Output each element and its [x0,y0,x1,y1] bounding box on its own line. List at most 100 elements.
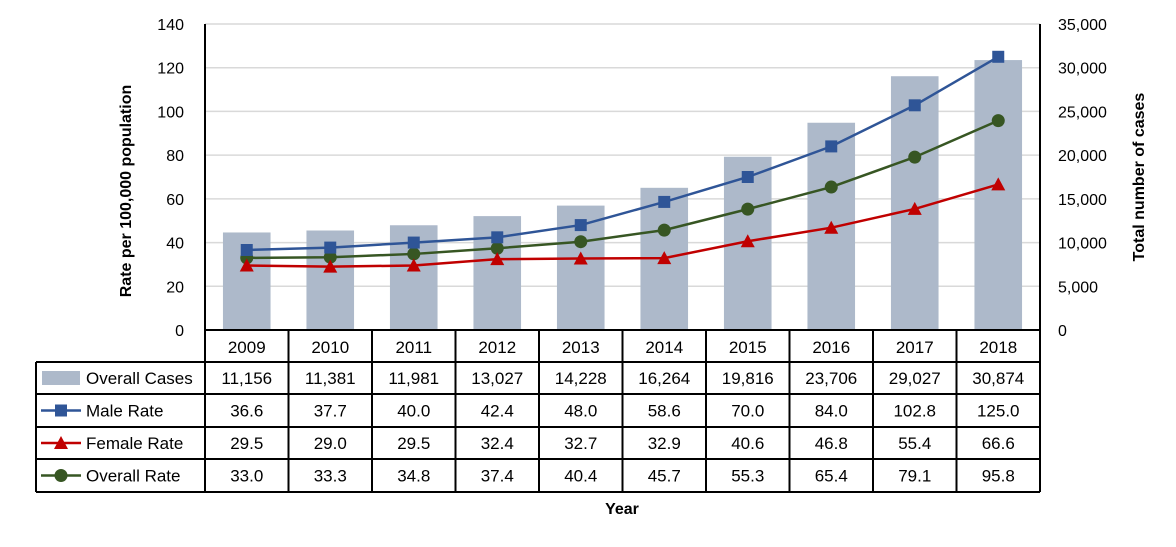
female-rate-point-2016 [824,220,839,234]
overall-rate-point-2012 [490,241,504,255]
male-rate-point-2017 [908,99,921,112]
x-axis-title: Year [605,501,639,518]
y-tick-label: 120 [157,61,184,78]
table-cell-overall-rate: 55.3 [731,467,764,486]
y2-tick-label: 5,000 [1058,279,1098,296]
table-cell-overall-rate: 34.8 [397,467,430,486]
x-tick-label: 2010 [311,338,349,357]
table-cell-overall-rate: 95.8 [982,467,1015,486]
y-tick-label: 40 [166,236,184,253]
x-tick-label: 2013 [562,338,600,357]
table-cell-overall-rate: 37.4 [481,467,514,486]
table-cell-female-rate: 32.7 [564,434,597,453]
table-cell-female-rate: 66.6 [982,434,1015,453]
table-cell-female-rate: 29.0 [314,434,347,453]
female-rate-point-2009 [239,258,254,272]
table-cell-female-rate: 29.5 [230,434,263,453]
x-tick-label: 2016 [812,338,850,357]
table-cell-overall-cases: 14,228 [555,369,607,388]
table-cell-overall-rate: 33.0 [230,467,263,486]
y2-tick-label: 0 [1058,323,1067,340]
table-cell-male-rate: 125.0 [977,402,1020,421]
legend-label-overall-rate: Overall Rate [86,467,180,486]
legend-label-female-rate: Female Rate [86,434,183,453]
table-cell-overall-cases: 11,981 [388,369,439,388]
rate-lines [239,50,1006,273]
table-cell-overall-cases: 19,816 [722,369,774,388]
table-cell-male-rate: 84.0 [815,402,848,421]
table-cell-female-rate: 32.9 [648,434,681,453]
legend-marker-male-rate [55,404,67,417]
table-cell-male-rate: 48.0 [564,402,597,421]
y2-tick-label: 10,000 [1058,236,1107,253]
overall-rate-line [246,119,999,260]
y-tick-label: 0 [175,323,184,340]
y2-tick-label: 35,000 [1058,17,1107,34]
data-table: 2009 2010 2011 2012 2013 2014 2015 2016 2017 2018… [35,329,1041,493]
table-cell-overall-rate: 79.1 [898,467,931,486]
male-rate-line [246,55,999,252]
y2-tick-label: 30,000 [1058,61,1107,78]
y2-tick-label: 15,000 [1058,192,1107,209]
female-rate-line [246,183,999,268]
overall-rate-point-2018 [991,114,1005,128]
y-tick-label: 80 [166,148,184,165]
table-cell-female-rate: 32.4 [481,434,514,453]
overall-rate-point-2011 [407,247,421,261]
bars-overall-cases [222,60,1023,331]
legend-key-overall-cases [42,371,80,385]
y2-tick-label: 25,000 [1058,104,1107,121]
male-rate-point-2016 [825,140,838,153]
male-rate-point-2012 [491,231,504,244]
male-rate-point-2013 [574,219,587,232]
male-rate-point-2014 [658,195,671,208]
overall-rate-point-2016 [824,180,838,194]
x-tick-label: 2018 [979,338,1017,357]
table-cell-overall-rate: 33.3 [314,467,347,486]
female-rate-point-2010 [323,259,338,273]
x-tick-label: 2014 [645,338,683,357]
table-cell-overall-rate: 65.4 [815,467,848,486]
table-cell-overall-rate: 45.7 [648,467,681,486]
table-cell-male-rate: 102.8 [893,402,936,421]
overall-rate-point-2017 [908,150,922,164]
left-axis-ticks: 0 20 40 60 80 100 120 140 [157,17,184,340]
table-cell-male-rate: 70.0 [731,402,764,421]
female-rate-point-2012 [490,252,505,266]
overall-rate-point-2014 [657,223,671,237]
overall-rate-point-2015 [741,202,755,216]
y-tick-label: 100 [157,104,184,121]
table-cell-male-rate: 42.4 [481,402,514,421]
table-cell-overall-rate: 40.4 [564,467,597,486]
table-cell-overall-cases: 23,706 [805,369,857,388]
table-cell-male-rate: 40.0 [397,402,430,421]
y2-axis-title: Total number of cases [1131,93,1148,262]
bar-2018 [974,60,1023,330]
y-tick-label: 20 [166,279,184,296]
male-rate-point-2009 [240,244,253,257]
table-cell-overall-cases: 11,381 [305,369,356,388]
x-tick-label: 2009 [228,338,266,357]
y-tick-label: 140 [157,17,184,34]
table-cell-male-rate: 58.6 [648,402,681,421]
overall-rate-point-2013 [574,235,588,249]
female-rate-point-2018 [991,177,1006,191]
table-cell-female-rate: 46.8 [815,434,848,453]
table-cell-overall-cases: 11,156 [221,369,272,388]
x-tick-label: 2011 [395,338,432,357]
legend-label-overall-cases: Overall Cases [86,369,193,388]
female-rate-point-2014 [657,251,672,265]
female-rate-point-2017 [907,201,922,215]
male-rate-point-2015 [741,171,754,183]
table-cell-overall-cases: 29,027 [889,369,941,388]
male-rate-point-2011 [407,236,420,249]
female-rate-point-2013 [573,251,588,265]
legend-marker-overall-rate [54,469,68,482]
female-rate-point-2011 [406,258,421,272]
female-rate-point-2015 [740,234,755,248]
x-tick-label: 2015 [729,338,767,357]
right-axis-ticks: 0 5,000 10,000 15,000 20,000 25,000 30,000 35,0… [1058,17,1107,340]
table-cell-male-rate: 36.6 [230,402,263,421]
y-tick-label: 60 [166,192,184,209]
